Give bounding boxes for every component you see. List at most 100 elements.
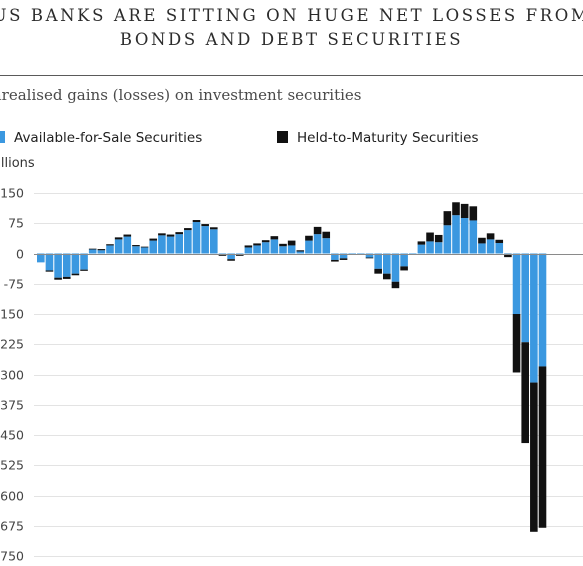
bar-afs (374, 253, 382, 269)
bar-afs (71, 253, 80, 274)
bar-afs (149, 240, 158, 254)
bar-afs (339, 253, 348, 259)
bar-afs (201, 226, 209, 254)
y-tick-label: 75 (8, 216, 24, 231)
bar-htm (374, 268, 382, 274)
bar-afs (158, 235, 166, 254)
bar-afs (166, 236, 175, 254)
bar-afs (512, 253, 521, 314)
bar-htm (391, 281, 400, 289)
bar-afs (322, 238, 331, 254)
bar-afs (88, 249, 97, 254)
bar-htm (71, 273, 80, 276)
bar-afs (45, 253, 54, 271)
bar-htm (417, 241, 426, 245)
bar-afs (123, 236, 132, 254)
bar-afs (296, 251, 305, 254)
bar-htm (45, 270, 54, 272)
bar-afs (175, 234, 183, 254)
bar-afs (62, 253, 71, 277)
bar-afs (383, 253, 391, 274)
bar-htm (123, 234, 132, 237)
bar-htm (175, 232, 183, 235)
chart-title-line-2: BONDS AND DEBT SECURITIES (119, 30, 464, 49)
legend-item-htm: Held-to-Maturity Securities (277, 130, 479, 146)
chart-subtitle: nrealised gains (losses) on investment s… (0, 86, 362, 104)
bar-afs (443, 225, 452, 254)
bar-htm (469, 206, 478, 221)
legend-swatch-htm (277, 131, 288, 143)
bar-htm (158, 233, 166, 236)
title-divider (0, 75, 583, 76)
chart-title: US BANKS ARE SITTING ON HUGE NET LOSSES … (0, 4, 583, 52)
bar-afs (530, 253, 538, 383)
bar-afs (106, 245, 114, 254)
y-tick-label: -675 (0, 519, 24, 534)
bar-htm (538, 366, 547, 528)
bar-htm (383, 273, 391, 280)
bar-htm (62, 276, 71, 279)
bar-afs (486, 239, 495, 254)
bar-htm (210, 227, 218, 230)
bar-htm (434, 234, 443, 243)
bar-htm (279, 243, 287, 247)
bar-htm (426, 232, 434, 242)
bar-htm (261, 240, 270, 243)
bar-htm (365, 257, 374, 259)
bar-htm (478, 237, 486, 244)
bar-htm (106, 244, 114, 246)
bar-htm (192, 220, 201, 223)
bar-afs (184, 230, 192, 254)
bar-htm (530, 382, 538, 532)
y-tick-label: -150 (0, 307, 24, 322)
bar-afs (37, 253, 45, 263)
bar-afs (417, 244, 426, 254)
bar-afs (391, 253, 400, 282)
y-tick-label: -600 (0, 489, 24, 504)
bar-htm (313, 226, 322, 235)
bar-htm (114, 237, 123, 240)
bar-afs (452, 215, 460, 254)
bar-afs (365, 253, 374, 258)
bar-htm (296, 250, 305, 252)
bar-htm (184, 228, 192, 231)
bar-afs (434, 242, 443, 254)
bar-htm (132, 245, 140, 247)
y-tick-label: 150 (0, 186, 24, 201)
bar-afs (408, 253, 417, 255)
bar-htm (140, 246, 149, 248)
bar-afs (478, 243, 486, 254)
bar-afs (97, 250, 106, 254)
bar-htm (443, 211, 452, 226)
bar-afs (80, 253, 88, 270)
chart-title-line-1: US BANKS ARE SITTING ON HUGE NET LOSSES … (0, 6, 583, 25)
bar-htm (149, 238, 158, 241)
y-tick-label: -300 (0, 368, 24, 383)
bar-htm (80, 269, 88, 271)
bar-afs (357, 253, 365, 255)
bar-afs (244, 247, 253, 254)
bar-htm (521, 342, 529, 444)
legend-swatch-afs (0, 131, 5, 143)
bar-htm (235, 255, 244, 256)
bar-afs (279, 246, 287, 254)
bar-afs (54, 253, 62, 278)
bar-afs (210, 229, 218, 254)
bar-afs (504, 253, 512, 255)
bar-htm (201, 224, 209, 227)
bar-afs (469, 220, 478, 254)
bar-htm (400, 266, 408, 271)
bar-htm (339, 258, 348, 260)
bar-afs (114, 239, 123, 254)
bar-htm (504, 253, 512, 258)
bar-htm (322, 231, 331, 239)
bar-htm (88, 248, 97, 250)
legend-label-afs: Available-for-Sale Securities (14, 130, 203, 146)
bar-afs (227, 253, 235, 260)
bar-htm (495, 239, 504, 244)
bar-htm (512, 314, 521, 373)
bar-afs (521, 253, 529, 343)
bar-afs (287, 245, 296, 254)
bar-afs (460, 218, 469, 254)
